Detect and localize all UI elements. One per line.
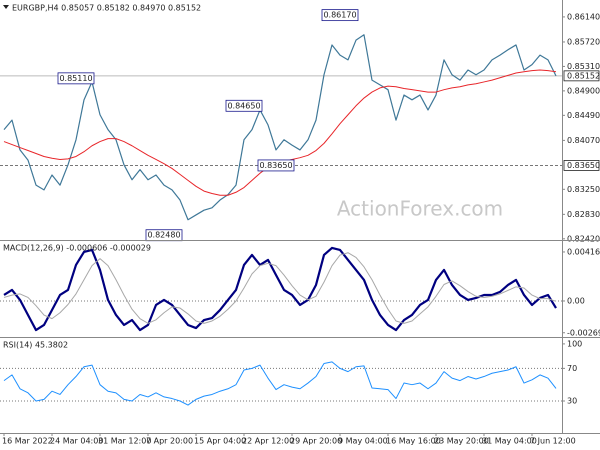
y-tick-label: 0.82420 bbox=[567, 234, 600, 243]
x-tick-label: 31 Mar 12:00 bbox=[98, 437, 151, 446]
reference-label: 0.83650 bbox=[567, 161, 600, 170]
annotation: 0.84650 bbox=[227, 101, 260, 110]
y-tick-label: 30 bbox=[567, 397, 577, 406]
y-tick-label: 0.86140 bbox=[567, 12, 600, 21]
reference-label-box bbox=[563, 160, 600, 171]
x-tick-label: 7 Apr 20:00 bbox=[146, 437, 193, 446]
annotation: 0.85110 bbox=[59, 74, 92, 83]
x-tick-label: 22 Apr 12:00 bbox=[242, 437, 294, 446]
panel-title: EURGBP,H4 0.85057 0.85182 0.84970 0.8515… bbox=[12, 4, 201, 13]
x-tick-label: 31 May 04:00 bbox=[482, 437, 537, 446]
y-tick-label: 0.84070 bbox=[567, 136, 600, 145]
y-tick-label: 0.84900 bbox=[567, 86, 600, 95]
y-tick-label: 0.004164 bbox=[567, 247, 600, 256]
x-tick-label: 16 May 16:00 bbox=[386, 437, 441, 446]
y-tick-label: -0.002699 bbox=[567, 328, 600, 337]
reference-label-box bbox=[563, 70, 600, 82]
x-tick-label: 9 May 04:00 bbox=[338, 437, 388, 446]
annotation: 0.82480 bbox=[147, 231, 180, 240]
y-tick-label: 0.83250 bbox=[567, 185, 600, 194]
y-tick-label: 0.85310 bbox=[567, 62, 600, 71]
y-tick-label: 0.00 bbox=[567, 296, 585, 305]
annotation-box bbox=[57, 72, 95, 85]
series-line bbox=[3, 361, 557, 406]
panel-title: RSI(14) 45.3802 bbox=[3, 341, 68, 350]
annotation: 0.86170 bbox=[323, 11, 356, 20]
y-tick-label: 0.85720 bbox=[567, 37, 600, 46]
menu-icon bbox=[3, 5, 9, 9]
reference-label: 0.85152 bbox=[567, 71, 600, 80]
x-tick-label: 16 Mar 2022 bbox=[2, 437, 53, 446]
annotation-box bbox=[321, 9, 359, 22]
y-tick-label: 0.82830 bbox=[567, 210, 600, 219]
series-line bbox=[3, 34, 557, 221]
series-line bbox=[3, 252, 557, 324]
x-tick-label: 29 Apr 20:00 bbox=[290, 437, 342, 446]
x-tick-label: 23 May 20:00 bbox=[434, 437, 489, 446]
annotation-box bbox=[225, 99, 263, 112]
y-tick-label: 100 bbox=[567, 339, 582, 348]
panel-title: MACD(12,26,9) -0.000606 -0.000029 bbox=[3, 244, 151, 253]
annotation-box bbox=[257, 159, 295, 172]
y-tick-label: 70 bbox=[567, 364, 577, 373]
annotation: 0.83650 bbox=[259, 161, 292, 170]
x-tick-label: 15 Apr 04:00 bbox=[194, 437, 246, 446]
watermark: ActionForex.com bbox=[337, 197, 503, 221]
x-tick-label: 24 Mar 04:00 bbox=[50, 437, 103, 446]
x-tick-label: 7 Jun 12:00 bbox=[530, 437, 576, 446]
series-line bbox=[3, 246, 557, 332]
y-tick-label: 0.84490 bbox=[567, 111, 600, 120]
